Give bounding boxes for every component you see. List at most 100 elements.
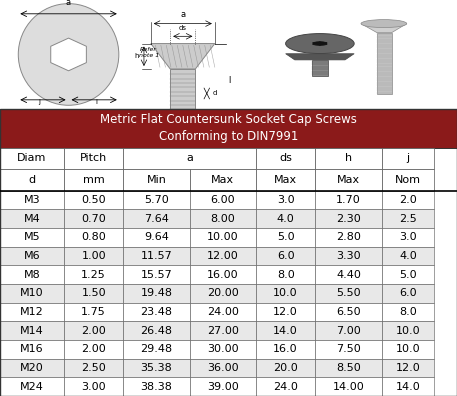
Text: 6.50: 6.50 [336, 307, 361, 317]
Text: 12.0: 12.0 [395, 363, 420, 373]
Text: 1.70: 1.70 [336, 195, 361, 205]
Bar [190, 340, 256, 359]
Text: 6.0: 6.0 [277, 251, 294, 261]
Polygon shape [313, 42, 320, 45]
Bar [64, 303, 123, 321]
Bar [315, 359, 382, 377]
Text: d: d [212, 90, 217, 97]
Text: 16.00: 16.00 [207, 270, 239, 280]
Bar [190, 191, 256, 209]
Polygon shape [313, 41, 320, 44]
Bar [123, 377, 190, 396]
Text: 30.00: 30.00 [207, 345, 239, 354]
Text: 24.0: 24.0 [273, 382, 298, 392]
Bar [382, 359, 434, 377]
Text: mm: mm [83, 175, 105, 185]
Text: Min: Min [147, 175, 166, 185]
Text: 8.0: 8.0 [277, 270, 294, 280]
Text: j: j [38, 99, 40, 105]
Bar [123, 247, 190, 265]
Bar [64, 209, 123, 228]
Text: M24: M24 [20, 382, 44, 392]
Bar [64, 359, 123, 377]
Text: 12.0: 12.0 [273, 307, 298, 317]
Text: 3.30: 3.30 [336, 251, 361, 261]
Text: 8.50: 8.50 [336, 363, 361, 373]
Text: 8.0: 8.0 [399, 307, 417, 317]
Bar [0, 265, 64, 284]
Bar [64, 340, 123, 359]
Text: 1.25: 1.25 [81, 270, 106, 280]
Bar [64, 247, 123, 265]
Text: 3.0: 3.0 [399, 232, 417, 242]
Text: 2.00: 2.00 [81, 326, 106, 336]
Polygon shape [313, 44, 320, 46]
Bar [312, 60, 328, 76]
Text: 26.48: 26.48 [140, 326, 173, 336]
Polygon shape [51, 38, 86, 71]
Bar [256, 377, 315, 396]
Bar [64, 321, 123, 340]
Text: 0.70: 0.70 [81, 214, 106, 224]
Text: a: a [66, 0, 71, 6]
Text: 20.00: 20.00 [207, 288, 239, 298]
Bar [190, 321, 256, 340]
Bar [123, 321, 190, 340]
Bar [190, 169, 256, 191]
Bar [64, 169, 123, 191]
Bar [190, 359, 256, 377]
Bar [315, 303, 382, 321]
Text: 2.0: 2.0 [399, 195, 417, 205]
Bar [0, 247, 64, 265]
Bar [190, 228, 256, 247]
Bar [315, 340, 382, 359]
Bar [170, 69, 195, 118]
Bar [0, 209, 64, 228]
Text: 1.75: 1.75 [81, 307, 106, 317]
Bar [123, 148, 256, 169]
Bar [256, 209, 315, 228]
Text: 14.00: 14.00 [333, 382, 364, 392]
Text: M6: M6 [24, 251, 40, 261]
Bar [64, 228, 123, 247]
Text: 5.70: 5.70 [144, 195, 169, 205]
Bar [315, 284, 382, 303]
Text: 5.0: 5.0 [277, 232, 294, 242]
Bar [315, 265, 382, 284]
Text: 14.0: 14.0 [273, 326, 298, 336]
Bar [123, 191, 190, 209]
Bar [123, 265, 190, 284]
Bar [0, 169, 64, 191]
Text: 2.30: 2.30 [336, 214, 361, 224]
Polygon shape [320, 44, 327, 46]
Bar [123, 209, 190, 228]
Text: 1.50: 1.50 [81, 288, 106, 298]
Bar [123, 340, 190, 359]
Bar [190, 377, 256, 396]
Bar [64, 148, 123, 169]
Text: 11.57: 11.57 [141, 251, 172, 261]
Bar [382, 321, 434, 340]
Bar [123, 169, 190, 191]
Text: M4: M4 [24, 214, 40, 224]
Ellipse shape [286, 34, 354, 53]
Text: M5: M5 [24, 232, 40, 242]
Bar [315, 191, 382, 209]
Bar [64, 191, 123, 209]
Text: 29.48: 29.48 [140, 345, 173, 354]
Text: l: l [228, 76, 231, 85]
Text: M10: M10 [20, 288, 44, 298]
Text: 7.64: 7.64 [144, 214, 169, 224]
Bar [256, 340, 315, 359]
Bar [382, 303, 434, 321]
Polygon shape [320, 42, 327, 45]
Bar [382, 191, 434, 209]
Text: 27.00: 27.00 [207, 326, 239, 336]
Text: 6.0: 6.0 [399, 288, 417, 298]
Text: 10.0: 10.0 [273, 288, 298, 298]
Text: d: d [28, 175, 36, 185]
Text: 10.0: 10.0 [396, 326, 420, 336]
Bar [0, 303, 64, 321]
Text: 4.0: 4.0 [399, 251, 417, 261]
Bar [382, 284, 434, 303]
